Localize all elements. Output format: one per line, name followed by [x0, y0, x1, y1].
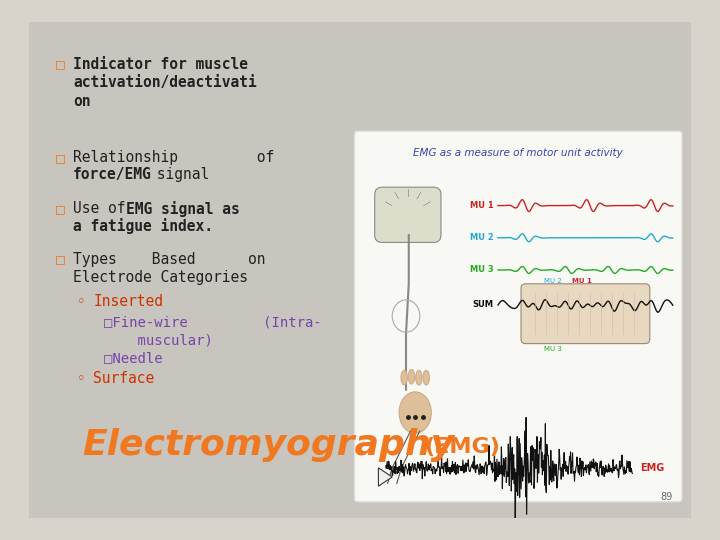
Text: 89: 89	[660, 492, 672, 502]
FancyBboxPatch shape	[25, 18, 695, 522]
Text: □Fine-wire         (Intra-
    muscular): □Fine-wire (Intra- muscular)	[104, 316, 322, 347]
Text: MU 2: MU 2	[544, 278, 562, 284]
Text: ◦: ◦	[76, 294, 85, 309]
FancyBboxPatch shape	[521, 284, 650, 343]
Text: MU 1: MU 1	[469, 201, 493, 210]
Text: Indicator for muscle
activation/deactivati
on: Indicator for muscle activation/deactiva…	[73, 57, 257, 109]
Ellipse shape	[423, 370, 429, 385]
Ellipse shape	[415, 370, 422, 385]
Text: force/EMG: force/EMG	[73, 167, 152, 182]
Text: □: □	[56, 252, 65, 267]
Text: signal: signal	[148, 167, 210, 182]
Text: ◦: ◦	[76, 371, 85, 386]
Text: MU 3: MU 3	[469, 266, 493, 274]
FancyBboxPatch shape	[374, 187, 441, 242]
Text: Inserted: Inserted	[93, 294, 163, 309]
Text: □: □	[56, 57, 65, 72]
Text: EMG: EMG	[639, 463, 664, 473]
Text: a fatigue index.: a fatigue index.	[73, 218, 213, 234]
Text: Relationship         of: Relationship of	[73, 151, 274, 165]
Text: □Needle: □Needle	[104, 351, 163, 365]
Text: Types    Based      on
Electrode Categories: Types Based on Electrode Categories	[73, 252, 266, 285]
Text: EMG signal as: EMG signal as	[126, 201, 240, 217]
FancyBboxPatch shape	[354, 131, 682, 502]
Ellipse shape	[401, 370, 408, 385]
Polygon shape	[379, 468, 392, 486]
Text: MU 1: MU 1	[572, 278, 591, 284]
Text: (EMG): (EMG)	[424, 437, 500, 457]
Text: Use of: Use of	[73, 201, 134, 216]
Text: SUM: SUM	[472, 300, 493, 309]
Text: Surface: Surface	[93, 371, 155, 386]
Text: □: □	[56, 151, 65, 165]
Text: MU 3: MU 3	[544, 346, 562, 353]
Text: EMG as a measure of motor unit activity: EMG as a measure of motor unit activity	[413, 147, 623, 158]
Text: □: □	[56, 201, 65, 216]
Ellipse shape	[408, 369, 415, 384]
Text: Electromyography: Electromyography	[82, 428, 454, 462]
Text: MU 2: MU 2	[469, 233, 493, 242]
Ellipse shape	[399, 392, 431, 433]
